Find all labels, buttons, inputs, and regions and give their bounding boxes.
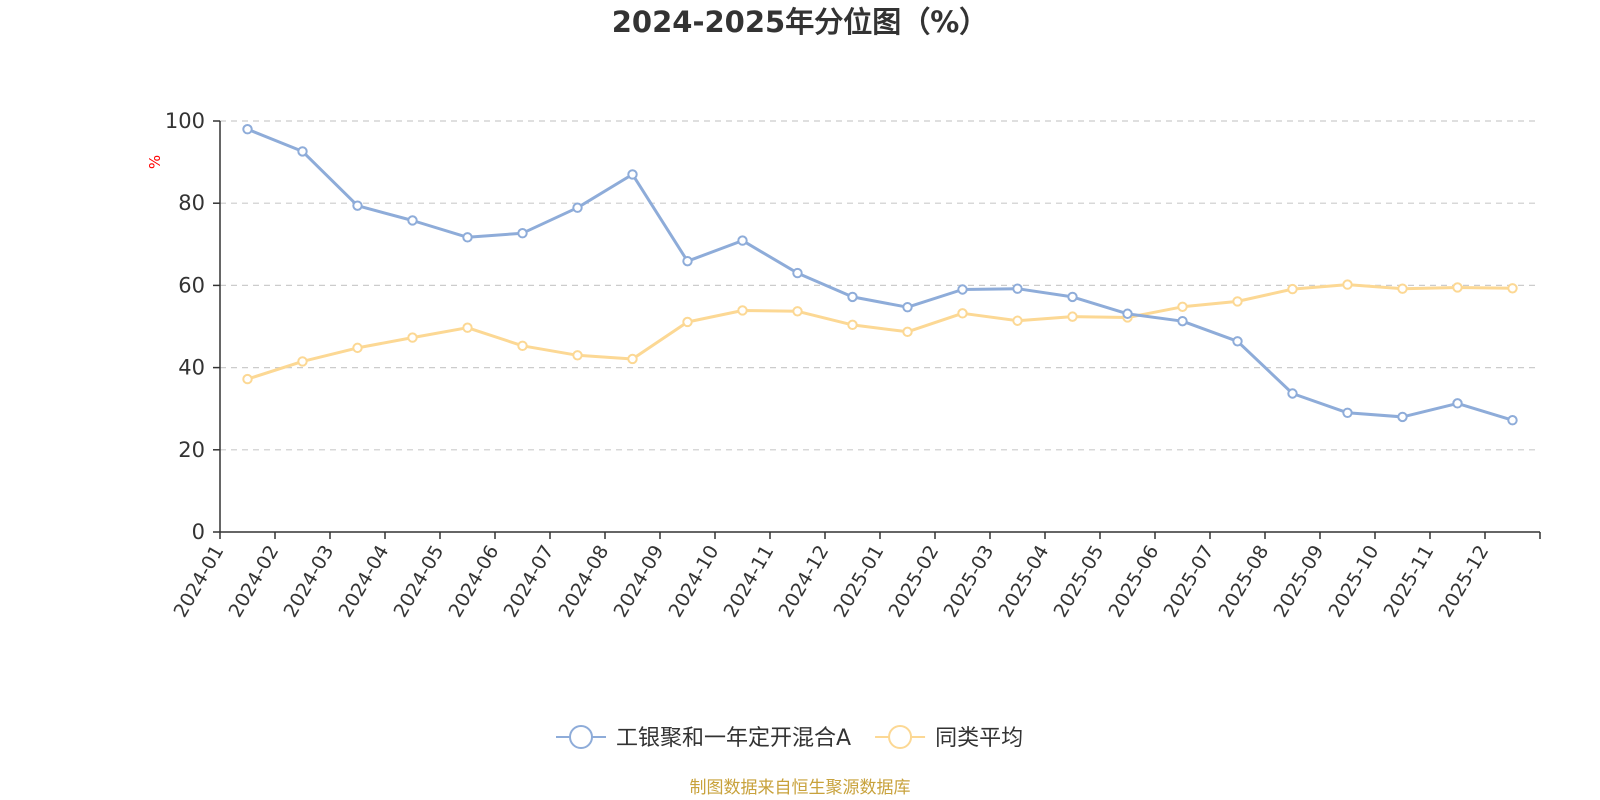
legend-item-1[interactable]: 工银聚和一年定开混合A bbox=[556, 725, 851, 751]
data-point[interactable] bbox=[572, 350, 583, 361]
data-point[interactable] bbox=[407, 332, 418, 343]
y-tick-label: 40 bbox=[178, 356, 205, 380]
data-point[interactable] bbox=[462, 322, 473, 333]
x-tick-label: 2024-09 bbox=[610, 542, 669, 622]
data-point[interactable] bbox=[682, 316, 693, 328]
x-tick-label: 2024-03 bbox=[280, 542, 339, 622]
data-point[interactable] bbox=[517, 228, 528, 239]
legend[interactable]: 工银聚和一年定开混合A 同类平均 bbox=[556, 725, 1023, 751]
data-point[interactable] bbox=[792, 267, 803, 279]
x-tick-label: 2025-07 bbox=[1160, 542, 1219, 622]
x-tick-label: 2025-05 bbox=[1050, 542, 1109, 622]
data-point[interactable] bbox=[1177, 301, 1188, 312]
x-tick-label: 2025-01 bbox=[830, 542, 889, 622]
data-point[interactable] bbox=[1287, 388, 1298, 399]
x-tick-label: 2024-04 bbox=[335, 542, 394, 622]
y-tick-label: 80 bbox=[178, 191, 205, 215]
data-point[interactable] bbox=[517, 340, 528, 352]
x-tick-label: 2024-11 bbox=[720, 542, 779, 622]
data-point[interactable] bbox=[627, 353, 638, 365]
x-tick-label: 2024-06 bbox=[445, 542, 504, 622]
legend-label: 工银聚和一年定开混合A bbox=[616, 726, 851, 751]
y-tick-label: 100 bbox=[165, 109, 205, 133]
data-point[interactable] bbox=[1067, 291, 1078, 303]
x-tick-label: 2025-02 bbox=[885, 542, 944, 622]
x-tick-label: 2024-12 bbox=[775, 542, 834, 622]
gridlines bbox=[220, 120, 1540, 451]
x-tick-label: 2025-03 bbox=[940, 542, 999, 622]
x-tick-label: 2024-10 bbox=[665, 542, 724, 622]
series-2 bbox=[242, 279, 1518, 385]
series-1 bbox=[242, 124, 1518, 426]
data-point[interactable] bbox=[1342, 407, 1353, 419]
x-tick-label: 2024-05 bbox=[390, 542, 449, 622]
data-point[interactable] bbox=[1122, 308, 1133, 319]
y-tick-label: 20 bbox=[178, 438, 205, 462]
data-point[interactable] bbox=[1012, 283, 1023, 294]
source-note: 制图数据来自恒生聚源数据库 bbox=[690, 778, 911, 798]
x-tick-label: 2025-11 bbox=[1380, 542, 1439, 622]
data-point[interactable] bbox=[737, 305, 748, 316]
legend-label: 同类平均 bbox=[935, 726, 1023, 751]
data-point[interactable] bbox=[242, 373, 253, 385]
data-point[interactable] bbox=[1397, 283, 1408, 294]
x-tick-label: 2024-08 bbox=[555, 542, 614, 622]
data-point[interactable] bbox=[352, 342, 363, 354]
x-tick-label: 2025-09 bbox=[1270, 542, 1329, 622]
data-point[interactable] bbox=[1452, 398, 1463, 409]
data-point[interactable] bbox=[792, 306, 803, 317]
series-lines bbox=[242, 124, 1518, 426]
y-tick-label: 0 bbox=[192, 520, 205, 544]
data-point[interactable] bbox=[1067, 311, 1078, 322]
data-point[interactable] bbox=[242, 124, 253, 135]
data-point[interactable] bbox=[1232, 296, 1243, 307]
legend-circle-icon bbox=[569, 725, 593, 749]
data-point[interactable] bbox=[1012, 315, 1023, 326]
data-point[interactable] bbox=[1342, 279, 1353, 290]
data-point[interactable] bbox=[1287, 283, 1298, 295]
chart-title: 2024-2025年分位图（%） bbox=[612, 5, 989, 39]
data-point[interactable] bbox=[627, 169, 638, 180]
series-line bbox=[247, 283, 1513, 381]
data-point[interactable] bbox=[957, 284, 968, 295]
legend-circle-icon bbox=[888, 725, 913, 749]
data-point[interactable] bbox=[847, 291, 858, 303]
data-point[interactable] bbox=[1232, 336, 1243, 347]
y-axis-label: % bbox=[146, 155, 164, 169]
axes: 0 20 40 60 80 100 2024-012024-022024-032024-04… bbox=[165, 109, 1541, 622]
legend-item-2[interactable]: 同类平均 bbox=[875, 725, 1023, 751]
y-tick-label: 60 bbox=[178, 273, 205, 297]
data-point[interactable] bbox=[682, 255, 693, 267]
data-point[interactable] bbox=[957, 308, 968, 319]
x-tick-label: 2025-06 bbox=[1105, 542, 1164, 622]
data-point[interactable] bbox=[1507, 283, 1518, 294]
x-tick-label: 2024-01 bbox=[170, 542, 229, 622]
data-point[interactable] bbox=[462, 232, 473, 243]
series-line bbox=[246, 127, 1513, 422]
x-tick-label: 2025-08 bbox=[1215, 542, 1274, 622]
data-point[interactable] bbox=[297, 146, 308, 157]
data-point[interactable] bbox=[902, 301, 913, 313]
data-point[interactable] bbox=[902, 326, 913, 338]
data-point[interactable] bbox=[1177, 315, 1188, 327]
x-tick-label: 2025-10 bbox=[1325, 542, 1384, 622]
data-point[interactable] bbox=[1397, 411, 1408, 423]
x-tick-label: 2025-04 bbox=[995, 542, 1054, 622]
data-point[interactable] bbox=[352, 200, 363, 211]
data-point[interactable] bbox=[297, 356, 308, 367]
x-tick-label: 2024-07 bbox=[500, 542, 559, 622]
data-point[interactable] bbox=[1507, 415, 1518, 426]
x-tick-label: 2024-02 bbox=[225, 542, 284, 622]
data-point[interactable] bbox=[572, 202, 583, 213]
data-point[interactable] bbox=[1452, 282, 1463, 293]
data-point[interactable] bbox=[847, 319, 858, 331]
data-point[interactable] bbox=[407, 215, 418, 226]
x-tick-label: 2025-12 bbox=[1435, 542, 1494, 622]
data-point[interactable] bbox=[737, 235, 748, 246]
